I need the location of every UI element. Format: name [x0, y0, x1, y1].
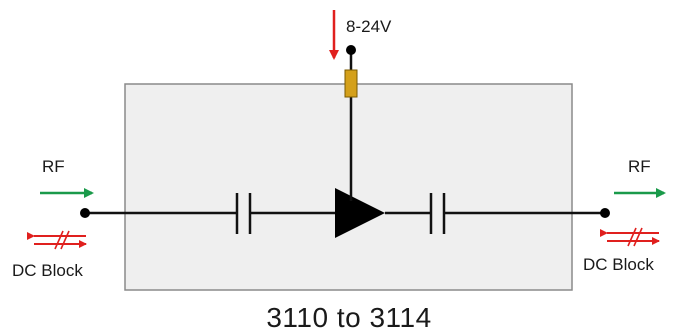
amplifier-triangle-icon [335, 188, 385, 238]
rf-output-label: RF [628, 157, 651, 176]
dc-block-left-icon [27, 230, 87, 250]
supply-terminal-dot [346, 45, 356, 55]
dc-block-input-label: DC Block [12, 261, 83, 280]
dc-block-output-label: DC Block [583, 255, 654, 274]
output-port-dot [600, 208, 610, 218]
rf-input-label: RF [42, 157, 65, 176]
supply-resistor [344, 69, 358, 98]
model-range-caption: 3110 to 3114 [266, 302, 431, 333]
supply-voltage-label: 8-24V [346, 17, 392, 36]
amplifier-housing [124, 83, 573, 291]
input-port-dot [80, 208, 90, 218]
dc-block-right-icon [600, 227, 660, 247]
